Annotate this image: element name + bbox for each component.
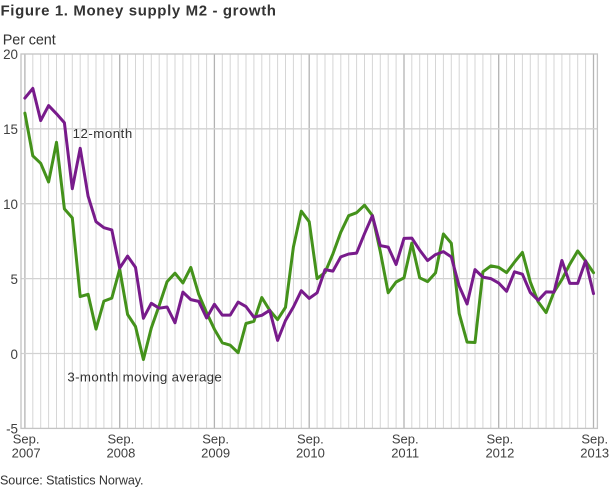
svg-text:5: 5 [11,272,18,287]
svg-text:Figure 1. Money supply M2 - gr: Figure 1. Money supply M2 - growth [1,3,277,20]
svg-text:Sep.: Sep. [297,432,324,447]
svg-text:Sep.: Sep. [108,432,135,447]
svg-text:12-month: 12-month [73,126,133,141]
svg-text:2008: 2008 [106,445,135,460]
svg-text:20: 20 [3,47,18,62]
svg-text:2013: 2013 [580,445,609,460]
svg-text:0: 0 [11,347,18,362]
svg-text:Per cent: Per cent [3,32,56,48]
svg-text:Source: Statistics Norway.: Source: Statistics Norway. [0,474,143,488]
svg-text:Sep.: Sep. [13,432,40,447]
svg-text:2010: 2010 [296,445,325,460]
svg-text:2011: 2011 [391,445,419,460]
svg-text:2012: 2012 [485,445,514,460]
svg-text:2007: 2007 [12,445,41,460]
svg-text:Sep.: Sep. [581,432,608,447]
svg-text:10: 10 [3,197,18,212]
svg-text:Sep.: Sep. [392,432,419,447]
svg-text:Sep.: Sep. [487,432,514,447]
svg-text:3-month moving average: 3-month moving average [67,369,222,384]
svg-text:15: 15 [3,122,18,137]
svg-text:Sep.: Sep. [202,432,229,447]
svg-text:-5: -5 [6,422,18,437]
svg-text:2009: 2009 [201,445,230,460]
